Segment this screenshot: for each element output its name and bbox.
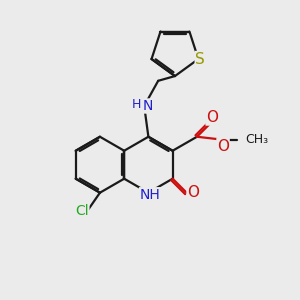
Text: H: H [131, 98, 141, 111]
Text: N: N [142, 99, 153, 113]
Text: Cl: Cl [75, 205, 89, 218]
Text: O: O [217, 139, 229, 154]
Text: O: O [187, 185, 199, 200]
Text: CH₃: CH₃ [245, 133, 268, 146]
Text: O: O [206, 110, 218, 125]
Text: S: S [195, 52, 205, 67]
Text: NH: NH [140, 188, 160, 202]
